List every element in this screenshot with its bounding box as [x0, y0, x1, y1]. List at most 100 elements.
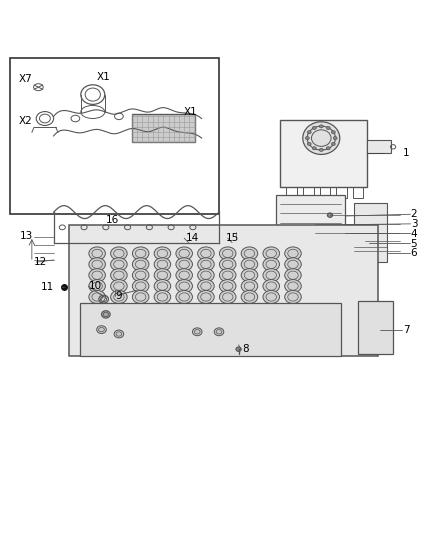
Ellipse shape: [219, 279, 236, 293]
Ellipse shape: [132, 279, 149, 293]
Ellipse shape: [154, 290, 171, 303]
Ellipse shape: [132, 258, 149, 271]
Bar: [320, 187, 330, 198]
Ellipse shape: [319, 148, 323, 151]
Text: 1: 1: [403, 148, 410, 158]
Ellipse shape: [219, 247, 236, 260]
Bar: [132, 114, 195, 142]
Ellipse shape: [307, 131, 311, 134]
Text: 7: 7: [403, 325, 410, 335]
Ellipse shape: [307, 142, 311, 146]
Ellipse shape: [285, 290, 301, 303]
Bar: [367, 140, 391, 154]
Ellipse shape: [236, 347, 241, 351]
Ellipse shape: [111, 279, 127, 293]
Ellipse shape: [263, 279, 279, 293]
Bar: [303, 187, 314, 198]
Ellipse shape: [154, 258, 171, 271]
Ellipse shape: [89, 258, 106, 271]
Bar: [358, 301, 393, 353]
Bar: [354, 204, 387, 262]
Text: 5: 5: [411, 239, 417, 249]
Text: 6: 6: [411, 248, 417, 259]
Ellipse shape: [285, 279, 301, 293]
Ellipse shape: [263, 269, 279, 282]
Ellipse shape: [97, 326, 106, 334]
Ellipse shape: [214, 328, 224, 336]
Ellipse shape: [285, 247, 301, 260]
Ellipse shape: [111, 258, 127, 271]
Bar: [80, 303, 341, 356]
Ellipse shape: [219, 258, 236, 271]
Ellipse shape: [241, 247, 258, 260]
Ellipse shape: [111, 269, 127, 282]
Ellipse shape: [285, 269, 301, 282]
Ellipse shape: [198, 279, 214, 293]
Ellipse shape: [241, 290, 258, 303]
Ellipse shape: [111, 247, 127, 260]
Text: X7: X7: [18, 75, 32, 84]
Ellipse shape: [132, 247, 149, 260]
Ellipse shape: [305, 136, 309, 140]
Ellipse shape: [176, 279, 192, 293]
Ellipse shape: [332, 142, 336, 146]
Ellipse shape: [114, 330, 124, 338]
Ellipse shape: [132, 269, 149, 282]
Ellipse shape: [219, 269, 236, 282]
Ellipse shape: [192, 328, 202, 336]
Ellipse shape: [198, 247, 214, 260]
Ellipse shape: [241, 269, 258, 282]
Ellipse shape: [176, 290, 192, 303]
Ellipse shape: [176, 247, 192, 260]
Ellipse shape: [198, 290, 214, 303]
Text: 14: 14: [186, 233, 200, 243]
Ellipse shape: [132, 290, 149, 303]
Text: 13: 13: [20, 231, 33, 241]
Text: 8: 8: [242, 344, 248, 354]
Ellipse shape: [332, 131, 336, 134]
Ellipse shape: [303, 122, 340, 155]
Ellipse shape: [285, 258, 301, 271]
Bar: [276, 195, 345, 232]
Ellipse shape: [333, 136, 337, 140]
Text: 2: 2: [411, 209, 417, 219]
Bar: [286, 187, 297, 198]
Ellipse shape: [111, 290, 127, 303]
Ellipse shape: [89, 290, 106, 303]
Ellipse shape: [241, 279, 258, 293]
Bar: [280, 119, 367, 187]
Ellipse shape: [312, 147, 316, 150]
Bar: [353, 187, 364, 198]
Ellipse shape: [312, 126, 316, 130]
Ellipse shape: [263, 290, 279, 303]
Ellipse shape: [89, 247, 106, 260]
Text: X1: X1: [97, 72, 110, 82]
Ellipse shape: [263, 247, 279, 260]
Bar: [10, 58, 219, 214]
Text: 11: 11: [40, 282, 54, 292]
Ellipse shape: [362, 239, 368, 244]
Text: 3: 3: [411, 219, 417, 229]
Ellipse shape: [154, 279, 171, 293]
Bar: [336, 187, 347, 198]
Text: 4: 4: [411, 229, 417, 239]
Ellipse shape: [176, 269, 192, 282]
Ellipse shape: [319, 125, 323, 128]
Ellipse shape: [198, 258, 214, 271]
Ellipse shape: [198, 269, 214, 282]
Ellipse shape: [263, 258, 279, 271]
Ellipse shape: [154, 247, 171, 260]
Ellipse shape: [176, 258, 192, 271]
Ellipse shape: [89, 279, 106, 293]
Ellipse shape: [102, 311, 110, 318]
Ellipse shape: [327, 213, 332, 217]
Text: 15: 15: [226, 233, 239, 243]
Text: 12: 12: [34, 257, 47, 267]
Ellipse shape: [89, 269, 106, 282]
Text: 9: 9: [116, 291, 122, 301]
Text: 10: 10: [88, 281, 102, 291]
Ellipse shape: [326, 126, 330, 130]
Ellipse shape: [219, 290, 236, 303]
Ellipse shape: [241, 258, 258, 271]
Ellipse shape: [326, 147, 330, 150]
